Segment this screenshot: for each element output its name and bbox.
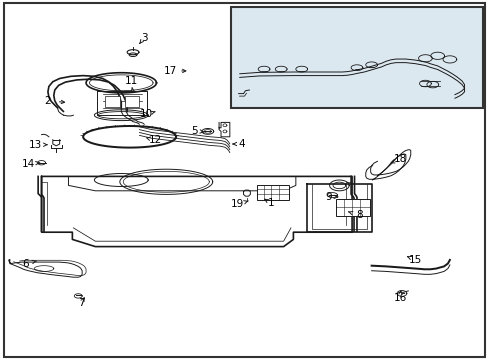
Text: 19: 19: [230, 199, 244, 210]
Text: 15: 15: [408, 255, 422, 265]
Text: 6: 6: [22, 258, 29, 269]
Text: 12: 12: [148, 135, 162, 145]
Text: 5: 5: [191, 126, 198, 136]
Text: 9: 9: [325, 192, 331, 202]
Bar: [256, 185, 288, 200]
Bar: [230, 7, 482, 108]
Text: 13: 13: [28, 140, 42, 150]
Text: 2: 2: [44, 96, 51, 106]
Text: 1: 1: [267, 198, 274, 208]
Text: 7: 7: [78, 298, 84, 309]
Bar: [124, 96, 139, 107]
Text: 8: 8: [355, 210, 362, 220]
Text: 17: 17: [163, 66, 177, 76]
Text: 11: 11: [124, 76, 138, 86]
Bar: [336, 199, 369, 216]
Bar: [105, 96, 120, 107]
Text: 10: 10: [140, 109, 153, 119]
Text: 18: 18: [392, 154, 406, 164]
Text: 14: 14: [21, 159, 35, 169]
Text: 16: 16: [392, 293, 406, 303]
Text: 4: 4: [238, 139, 245, 149]
Text: 3: 3: [141, 33, 147, 43]
